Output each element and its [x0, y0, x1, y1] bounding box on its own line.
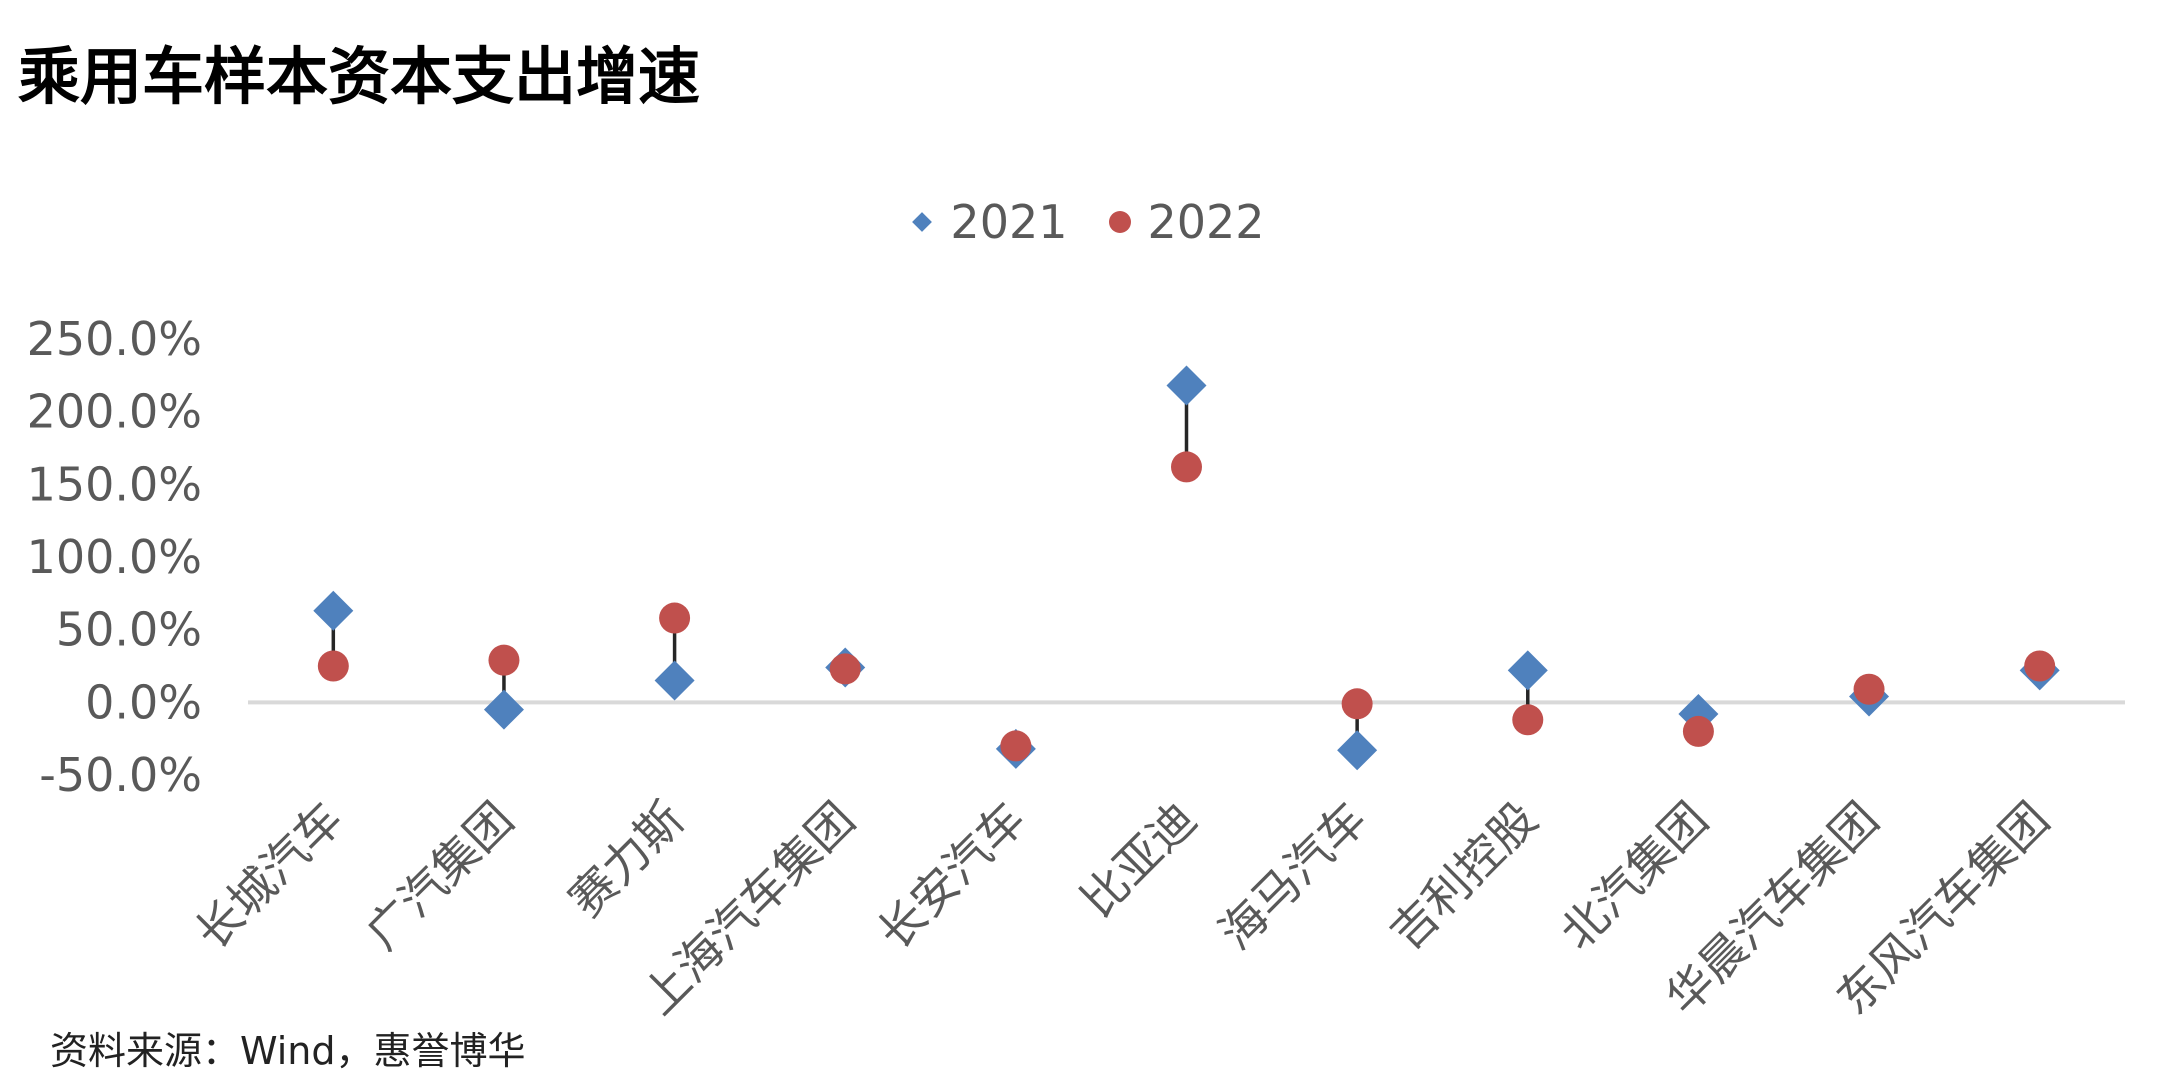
- point-2022: [659, 602, 691, 634]
- point-2021: [313, 590, 354, 631]
- point-2022: [1171, 451, 1202, 483]
- source-note: 资料来源：Wind，惠誉博华: [50, 1029, 526, 1073]
- y-tick-label: 150.0%: [27, 457, 202, 511]
- point-2022: [1341, 688, 1373, 720]
- x-tick-label: 长安汽车: [867, 792, 1035, 960]
- y-tick-label: 0.0%: [85, 675, 202, 729]
- point-2022: [317, 650, 349, 682]
- y-tick-label: -50.0%: [39, 748, 202, 802]
- y-tick-label: 250.0%: [27, 312, 202, 366]
- point-2022: [829, 653, 861, 685]
- x-tick-label: 长城汽车: [185, 792, 353, 960]
- y-tick-label: 50.0%: [56, 603, 202, 657]
- x-tick-label: 比亚迪: [1071, 792, 1207, 928]
- point-2022: [1512, 704, 1544, 736]
- diamond-marker-icon: [912, 212, 933, 232]
- y-tick-label: 100.0%: [27, 530, 202, 584]
- point-2022: [488, 644, 520, 676]
- point-2021: [654, 660, 695, 701]
- legend: 2021 2022: [0, 192, 2175, 252]
- x-tick-label: 广汽集团: [355, 792, 523, 960]
- x-tick-label: 赛力斯: [559, 792, 695, 928]
- x-tick-label: 吉利控股: [1379, 792, 1547, 960]
- point-2022: [1853, 673, 1885, 705]
- circle-marker-icon: [1108, 211, 1131, 233]
- point-2022: [1682, 715, 1714, 747]
- point-2021: [1507, 650, 1548, 691]
- legend-label-2022: 2022: [1147, 195, 1265, 249]
- point-2022: [1000, 730, 1032, 762]
- chart-title: 乘用车样本资本支出增速: [18, 40, 701, 113]
- point-2022: [2024, 650, 2056, 682]
- point-2021: [1337, 730, 1378, 771]
- point-2021: [483, 689, 524, 730]
- legend-label-2021: 2021: [950, 195, 1068, 249]
- legend-item-2021: 2021: [910, 195, 1068, 249]
- legend-item-2022: 2022: [1108, 195, 1265, 249]
- x-tick-label: 海马汽车: [1209, 792, 1377, 960]
- point-2021: [1166, 365, 1207, 406]
- x-tick-label: 北汽集团: [1550, 792, 1718, 960]
- y-tick-label: 200.0%: [27, 385, 202, 439]
